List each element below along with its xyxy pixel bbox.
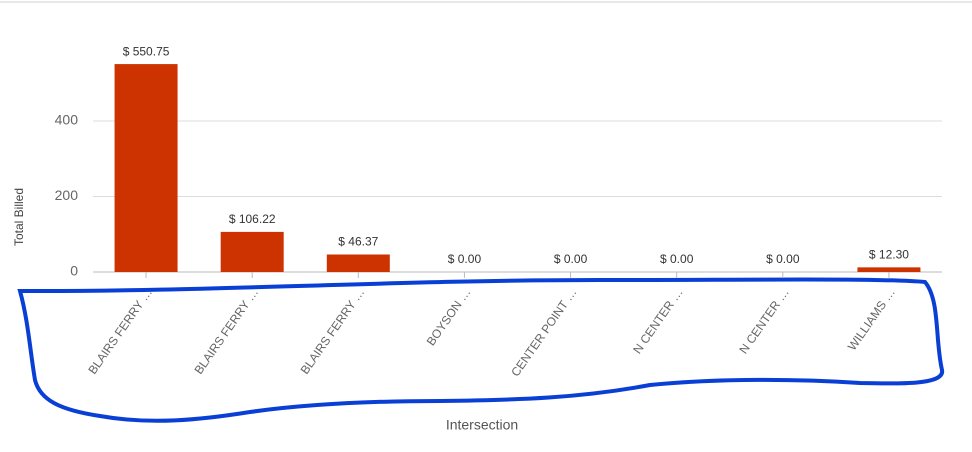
y-tick-label: 200	[55, 187, 79, 203]
bar	[220, 231, 284, 272]
x-tick-label: WILLIAMS …	[845, 286, 898, 354]
value-label: $ 106.22	[229, 212, 276, 226]
bar	[857, 267, 921, 272]
value-label: $ 12.30	[869, 248, 909, 262]
x-tick-label: BLAIRS FERRY …	[85, 286, 155, 377]
value-label: $ 0.00	[554, 252, 588, 266]
value-label: $ 46.37	[338, 235, 378, 249]
x-tick-label: BLAIRS FERRY …	[192, 286, 262, 377]
x-axis-title: Intersection	[446, 417, 518, 433]
value-label: $ 550.75	[123, 44, 170, 58]
value-label: $ 0.00	[448, 252, 482, 266]
bar	[326, 254, 390, 272]
value-label: $ 0.00	[660, 252, 694, 266]
hand-drawn-outline	[17, 277, 945, 423]
value-label: $ 0.00	[766, 252, 800, 266]
x-tick-label: N CENTER …	[736, 286, 791, 357]
y-tick-label: 0	[70, 263, 78, 279]
x-tick-label: BOYSON …	[424, 286, 474, 349]
bar	[114, 64, 178, 272]
y-axis-title: Total Billed	[12, 188, 26, 246]
x-tick-label: N CENTER …	[630, 286, 685, 357]
x-tick-label: CENTER POINT …	[508, 286, 579, 380]
x-tick-label: BLAIRS FERRY …	[298, 286, 368, 377]
y-tick-label: 400	[55, 112, 79, 128]
